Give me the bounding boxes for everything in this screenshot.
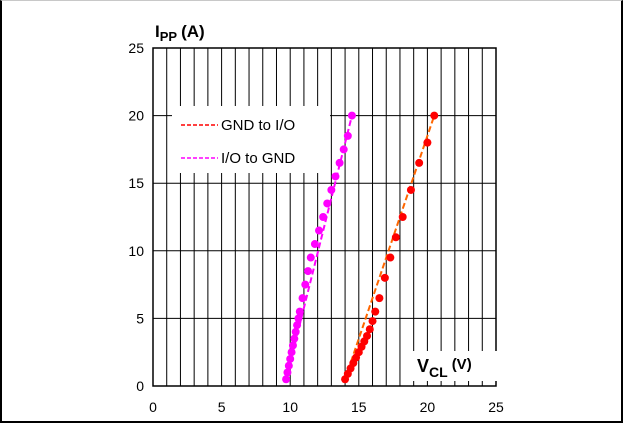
series-2-point — [310, 240, 319, 249]
y-tick-label: 15 — [128, 175, 144, 191]
series-1-point — [375, 294, 384, 303]
series-1-point — [415, 158, 424, 167]
x-tick-label: 0 — [149, 399, 157, 415]
series-2-point — [323, 199, 332, 208]
series-1-point — [371, 307, 380, 316]
series-2-point — [291, 327, 300, 336]
x-axis-label-background — [413, 351, 497, 381]
x-axis-label: VCL (V) — [417, 356, 472, 380]
legend-label-gnd-to-io: GND to I/O — [221, 117, 295, 134]
series-2-point — [301, 280, 310, 289]
plot-area — [152, 47, 497, 387]
legend-box — [172, 106, 330, 173]
series-2 — [282, 111, 356, 384]
series-1-point — [380, 273, 389, 282]
series-2-point — [284, 361, 293, 370]
series-2-point — [331, 172, 340, 181]
series-1-line — [344, 115, 436, 380]
series-1-point — [391, 233, 400, 242]
y-tick-label: 20 — [128, 108, 144, 124]
series-1-point — [386, 253, 395, 262]
series-2-point — [298, 294, 307, 303]
series-2-point — [294, 314, 303, 323]
y-tick-labels: 0 5 10 15 20 25 — [128, 40, 144, 394]
series-layer — [282, 111, 439, 384]
series-2-point — [288, 341, 297, 350]
series-2-point — [306, 253, 315, 262]
series-2-point — [290, 334, 299, 343]
series-1 — [341, 111, 439, 384]
x-tick-labels: 0 5 10 15 20 25 — [149, 399, 504, 415]
series-2-point — [295, 307, 304, 316]
series-2-point — [339, 145, 348, 154]
x-tick-label: 25 — [488, 399, 504, 415]
series-1-point — [363, 331, 372, 340]
series-1-point — [365, 325, 374, 334]
series-2-point — [286, 354, 295, 363]
series-2-point — [282, 375, 291, 384]
series-2-point — [293, 321, 302, 330]
x-tick-label: 5 — [218, 399, 226, 415]
series-1-point — [368, 317, 377, 326]
series-2-point — [319, 213, 328, 221]
series-2-point — [343, 131, 352, 140]
series-2-point — [335, 158, 344, 167]
series-2-point — [304, 267, 313, 276]
series-1-point — [406, 185, 415, 194]
series-1-point — [430, 111, 439, 120]
series-2-point — [347, 111, 356, 120]
x-tick-label: 15 — [351, 399, 367, 415]
y-tick-label: 10 — [128, 243, 144, 259]
series-2-point — [283, 368, 292, 377]
y-axis-label: IPP (A) — [155, 22, 205, 44]
series-2-point — [327, 185, 336, 194]
series-2-point — [287, 348, 296, 357]
series-1-point — [423, 138, 432, 147]
series-1-point — [398, 213, 407, 221]
legend: GND to I/O I/O to GND — [172, 106, 330, 173]
series-2-point — [315, 226, 324, 235]
y-tick-label: 25 — [128, 40, 144, 56]
y-tick-label: 0 — [136, 378, 144, 394]
x-tick-label: 10 — [282, 399, 298, 415]
y-tick-label: 5 — [136, 310, 144, 326]
x-tick-label: 20 — [420, 399, 436, 415]
legend-label-io-to-gnd: I/O to GND — [221, 150, 295, 167]
